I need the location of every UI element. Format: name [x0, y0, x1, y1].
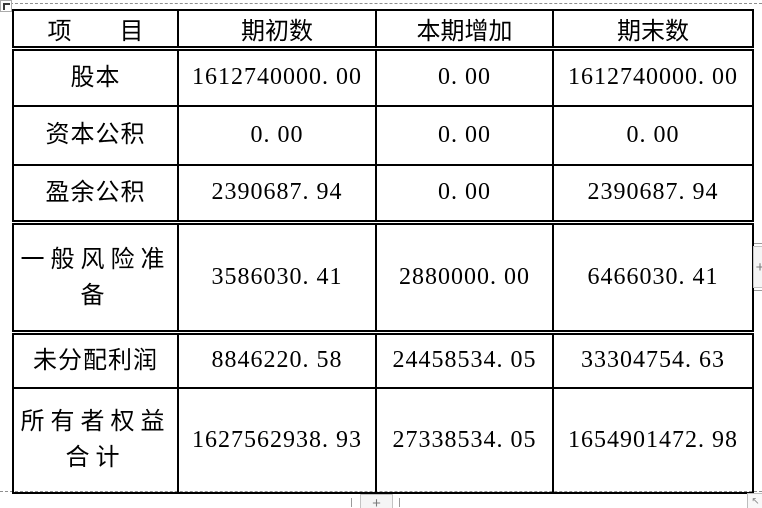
table-row: 股本 1612740000. 00 0. 00 1612740000. 00: [12, 47, 754, 107]
cell-value[interactable]: 1612740000. 00: [552, 47, 754, 107]
add-column-button[interactable]: +: [753, 246, 762, 288]
cell-value[interactable]: 0. 00: [552, 104, 754, 166]
col-header-closing[interactable]: 期末数: [552, 9, 754, 51]
table-resize-handle[interactable]: ↖: [747, 493, 762, 508]
table-row: 未分配利润 8846220. 58 24458534. 05 33304754. 63: [12, 331, 754, 389]
add-row-button[interactable]: +: [360, 494, 393, 508]
tick-mark: [399, 498, 400, 507]
resize-arrow-icon: ↖: [751, 495, 760, 507]
table-body: 股本 1612740000. 00 0. 00 1612740000. 00 资本公积 0…: [12, 47, 754, 494]
cell-value[interactable]: 2880000. 00: [375, 221, 554, 335]
cell-value[interactable]: 0. 00: [375, 104, 554, 166]
cell-value[interactable]: 6466030. 41: [552, 221, 754, 335]
cell-value[interactable]: 24458534. 05: [375, 331, 554, 389]
cell-value[interactable]: 3586030. 41: [177, 221, 377, 335]
table-row: 所有者权益 合计 1627562938. 93 27338534. 05 165490…: [12, 386, 754, 494]
cell-value[interactable]: 2390687. 94: [177, 163, 377, 225]
row-label[interactable]: 资本公积: [12, 104, 179, 166]
col-header-increase[interactable]: 本期增加: [375, 9, 554, 51]
cell-value[interactable]: 2390687. 94: [552, 163, 754, 225]
corner-mark-icon: [3, 3, 10, 10]
cell-value[interactable]: 0. 00: [375, 47, 554, 107]
plus-icon: +: [755, 258, 762, 276]
table-row: 一般风险准 备 3586030. 41 2880000. 00 6466030. 41: [12, 221, 754, 335]
cell-value[interactable]: 33304754. 63: [552, 331, 754, 389]
cell-value[interactable]: 1612740000. 00: [177, 47, 377, 107]
table-move-handle-icon[interactable]: [0, 0, 12, 12]
cell-value[interactable]: 8846220. 58: [177, 331, 377, 389]
row-label[interactable]: 盈余公积: [12, 163, 179, 225]
row-label[interactable]: 股本: [12, 47, 179, 107]
cell-value[interactable]: 1627562938. 93: [177, 386, 377, 494]
row-label[interactable]: 未分配利润: [12, 331, 179, 389]
col-header-opening[interactable]: 期初数: [177, 9, 377, 51]
table-row: 资本公积 0. 00 0. 00 0. 00: [12, 104, 754, 166]
cell-value[interactable]: 0. 00: [375, 163, 554, 225]
col-header-item[interactable]: 项 目: [12, 9, 179, 51]
cell-value[interactable]: 27338534. 05: [375, 386, 554, 494]
tick-mark: [754, 290, 762, 291]
plus-icon: +: [372, 494, 381, 508]
table-gridline-top: [0, 3, 762, 4]
tick-mark: [754, 243, 762, 244]
cell-value[interactable]: 1654901472. 98: [552, 386, 754, 494]
row-label[interactable]: 一般风险准 备: [12, 221, 179, 335]
add-row-control: [350, 494, 402, 508]
add-column-control: [752, 242, 762, 292]
cell-value[interactable]: 0. 00: [177, 104, 377, 166]
tick-mark: [351, 498, 352, 507]
equity-table: 项 目 期初数 本期增加 期末数 股本 1612740000. 00 0. 00 16…: [12, 9, 754, 494]
table-row: 盈余公积 2390687. 94 0. 00 2390687. 94: [12, 163, 754, 225]
table-header-row: 项 目 期初数 本期增加 期末数: [12, 9, 754, 51]
row-label[interactable]: 所有者权益 合计: [12, 386, 179, 494]
